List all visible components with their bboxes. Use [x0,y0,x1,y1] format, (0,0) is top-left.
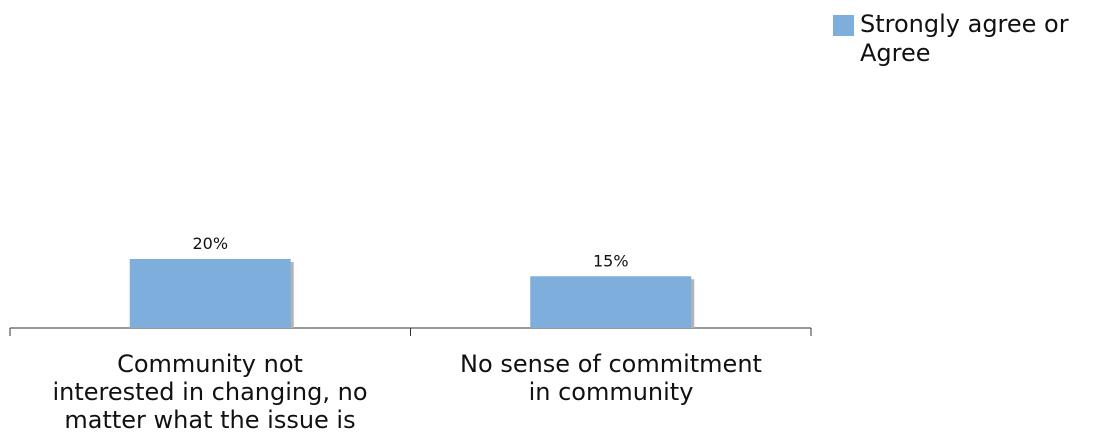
legend-label-line-1: Strongly agree or [860,10,1069,38]
category-label-1: Community not interested in changing, no… [50,350,370,434]
legend-label: Strongly agree or Agree [860,10,1101,68]
legend: Strongly agree or Agree [833,10,1101,68]
legend-swatch [833,15,854,36]
legend-label-line-2: Agree [860,39,931,67]
bar-2 [530,276,692,328]
bar-1 [129,259,291,328]
category-label-2-line-1: No sense of commitment [460,350,762,378]
data-label-2: 15% [593,251,629,270]
category-label-2: No sense of commitment in community [451,350,771,406]
data-labels: 20% 15% [192,234,628,270]
category-label-1-line-3: matter what the issue is [64,406,356,434]
bars [129,259,695,328]
data-label-1: 20% [192,234,228,253]
category-label-1-line-2: interested in changing, no [52,378,368,406]
category-label-1-line-1: Community not [117,350,303,378]
category-label-2-line-2: in community [528,378,694,406]
x-axis [9,327,812,336]
